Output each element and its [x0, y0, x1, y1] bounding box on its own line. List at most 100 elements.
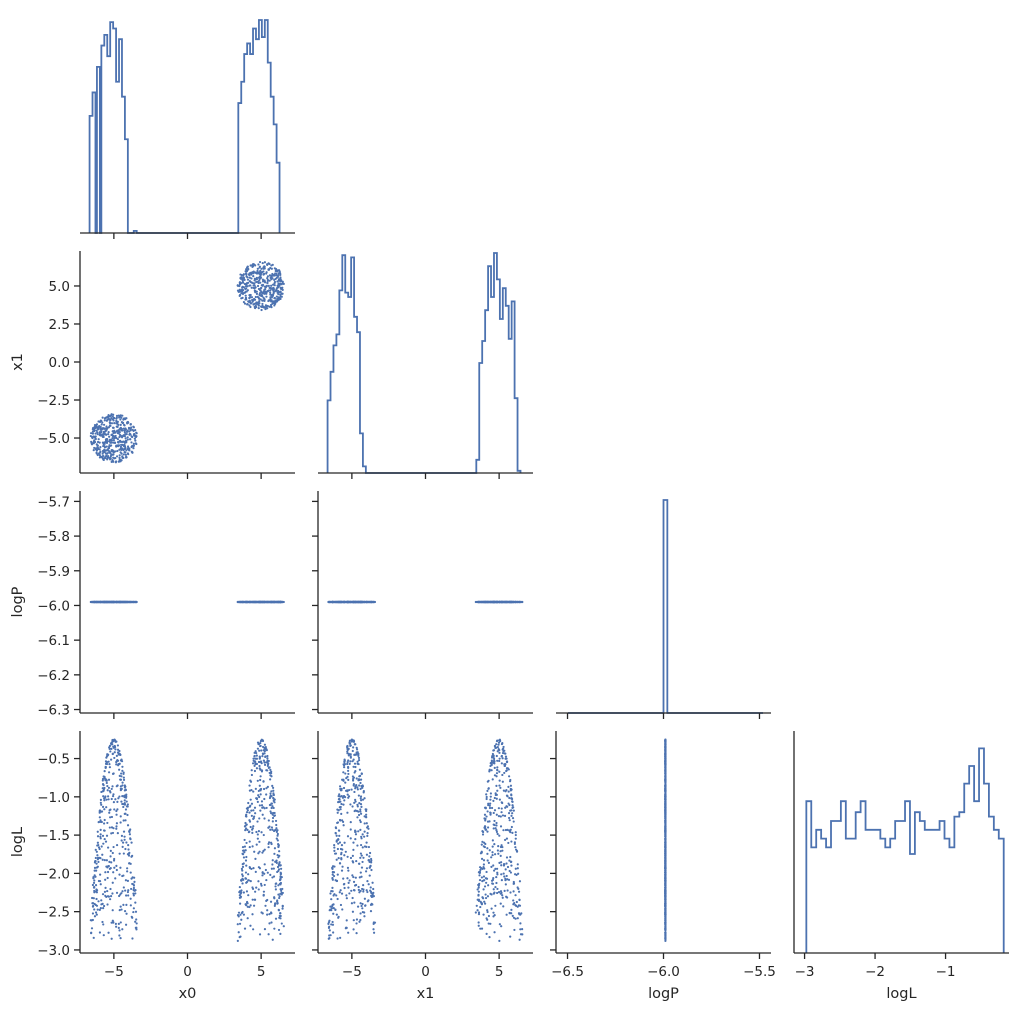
scatter-point [505, 600, 509, 604]
scatter-point [483, 902, 487, 905]
scatter-point [124, 788, 128, 792]
scatter-point [281, 887, 284, 891]
scatter-point [114, 431, 117, 434]
scatter-point [495, 875, 498, 879]
scatter-point [108, 435, 111, 438]
scatter-point [239, 902, 242, 905]
scatter-point [478, 874, 481, 877]
scatter-point [476, 909, 479, 912]
scatter-point [503, 875, 506, 878]
scatter-point [97, 860, 100, 864]
scatter-point [327, 600, 330, 604]
scatter-point [95, 862, 98, 865]
scatter-point [340, 858, 343, 861]
scatter-point [500, 807, 503, 810]
scatter-point [245, 855, 248, 859]
scatter-point [512, 916, 516, 919]
scatter-point [500, 811, 503, 814]
scatter-point [495, 743, 498, 746]
scatter-point [350, 889, 353, 892]
scatter-point [479, 905, 482, 909]
scatter-point [338, 793, 341, 796]
scatter-point [99, 907, 102, 910]
scatter-point [94, 848, 97, 851]
scatter-point [92, 881, 96, 884]
scatter-point [503, 749, 506, 752]
scatter-point [514, 833, 517, 837]
scatter-point [255, 280, 258, 284]
scatter-point [259, 744, 262, 748]
scatter-point [351, 775, 355, 778]
scatter-point [502, 905, 505, 908]
scatter-point [507, 878, 511, 881]
scatter-point [357, 830, 360, 833]
scatter-point [502, 829, 505, 832]
scatter-point [126, 824, 130, 827]
scatter-point [516, 867, 519, 870]
scatter-point [245, 287, 248, 290]
scatter-point [491, 882, 495, 885]
scatter-point [110, 416, 113, 420]
scatter-point [479, 868, 482, 872]
scatter-point [272, 799, 275, 802]
scatter-point [512, 809, 515, 812]
scatter-point [495, 797, 498, 800]
scatter-point [122, 805, 125, 809]
scatter-point [359, 781, 362, 785]
scatter-point [346, 745, 349, 749]
scatter-point [114, 922, 117, 925]
scatter-point [258, 292, 262, 295]
scatter-point [102, 923, 105, 926]
scatter-point [372, 891, 375, 894]
scatter-point [252, 867, 255, 870]
scatter-point [339, 800, 342, 803]
scatter-point [359, 820, 362, 824]
scatter-point [102, 934, 105, 937]
scatter-point [246, 276, 249, 279]
scatter-point [511, 806, 514, 810]
scatter-point [105, 834, 109, 837]
scatter-point [259, 775, 262, 778]
scatter-point [129, 897, 132, 900]
scatter-point [507, 812, 511, 815]
scatter-point [510, 814, 513, 817]
scatter-point [351, 854, 354, 858]
scatter-point [354, 743, 357, 746]
scatter-point [519, 600, 522, 604]
scatter-point [486, 859, 489, 862]
scatter-point [486, 810, 489, 813]
scatter-point [256, 267, 259, 270]
scatter-point [359, 808, 362, 811]
scatter-point [499, 739, 502, 743]
scatter-point [361, 902, 364, 906]
scatter-point [261, 871, 264, 874]
scatter-point [263, 267, 266, 270]
scatter-point [346, 855, 349, 858]
scatter-point [269, 794, 272, 797]
scatter-point [240, 867, 243, 870]
scatter-point [271, 820, 274, 823]
scatter-point [359, 852, 362, 855]
scatter-point [253, 277, 257, 280]
scatter-point [352, 600, 355, 604]
scatter-point [499, 854, 502, 857]
scatter-point [274, 917, 278, 920]
scatter-point [270, 264, 273, 267]
panel-logL-vs-x0-xtick-label: 5 [257, 964, 266, 980]
scatter-point [244, 829, 247, 832]
scatter-point [240, 911, 244, 915]
scatter-point [118, 909, 121, 912]
scatter-point [262, 292, 265, 295]
scatter-point [355, 777, 358, 780]
scatter-point [262, 759, 265, 762]
scatter-point [505, 895, 508, 898]
scatter-point [478, 878, 482, 882]
scatter-point [327, 921, 331, 924]
scatter-point [337, 800, 340, 804]
scatter-point [491, 851, 494, 854]
scatter-point [244, 859, 248, 862]
scatter-point [122, 830, 126, 833]
scatter-point [275, 823, 278, 827]
scatter-point [249, 779, 252, 782]
scatter-point [125, 805, 129, 808]
